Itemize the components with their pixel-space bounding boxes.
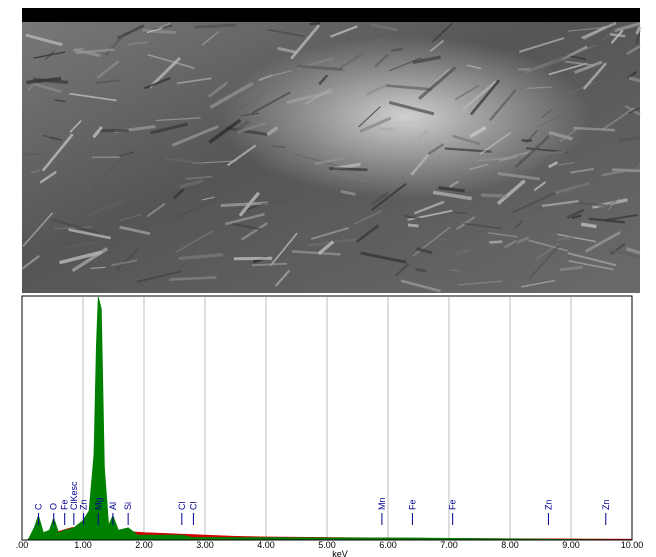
x-tick-label: 2.00	[135, 540, 153, 550]
texture	[481, 195, 506, 196]
peak-label: ClKesc	[69, 481, 79, 510]
x-tick-label: 7.00	[440, 540, 458, 550]
figure: keV .00 1.00 2.00 3.00 4.00 5.00 6.00 7.00 8.00 9…	[0, 0, 656, 557]
texture	[612, 170, 640, 171]
x-tick-label: 1.00	[74, 540, 92, 550]
peak-label: Zn	[79, 499, 89, 510]
x-tick-label: 10.00	[621, 540, 644, 550]
texture	[22, 154, 42, 155]
sem-image	[22, 8, 640, 293]
peak-label: Mn	[377, 497, 387, 510]
x-tick-label: .00	[16, 540, 29, 550]
texture	[408, 225, 419, 226]
peak-label: Cl	[188, 502, 198, 511]
texture	[489, 242, 502, 243]
peak-label: Si	[123, 502, 133, 510]
x-axis-label: keV	[332, 549, 348, 557]
peak-label: Zn	[601, 499, 611, 510]
texture	[234, 258, 272, 259]
x-tick-label: 4.00	[257, 540, 275, 550]
texture	[310, 23, 320, 24]
texture	[378, 129, 396, 130]
spectrum-area	[28, 297, 632, 540]
peak-label: O	[49, 503, 59, 510]
peak-label: Mg	[93, 497, 103, 510]
peak-label: Zn	[543, 499, 553, 510]
texture	[581, 224, 596, 226]
peak-label: Al	[108, 502, 118, 510]
x-tick-label: 9.00	[562, 540, 580, 550]
peak-label: C	[33, 503, 43, 510]
x-tick-label: 6.00	[379, 540, 397, 550]
x-tick-label: 3.00	[196, 540, 214, 550]
texture	[416, 269, 427, 271]
peak-label: Fe	[407, 499, 417, 510]
x-tick-label: 8.00	[501, 540, 519, 550]
texture	[477, 245, 503, 246]
texture	[329, 168, 367, 169]
peak-label: Cl	[177, 502, 187, 511]
peak-label: Fe	[448, 499, 458, 510]
x-tick-label: 5.00	[318, 540, 336, 550]
